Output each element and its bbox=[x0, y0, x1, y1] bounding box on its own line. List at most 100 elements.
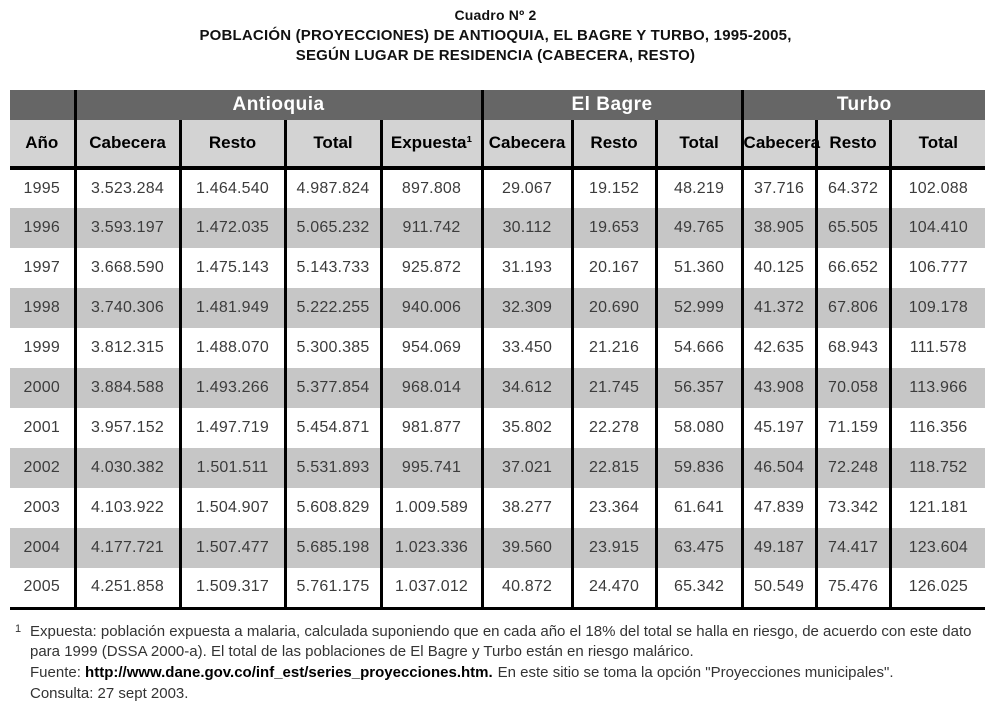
value-cell: 20.690 bbox=[572, 288, 658, 328]
value-cell: 5.300.385 bbox=[285, 328, 383, 368]
value-cell: 116.356 bbox=[909, 419, 968, 436]
value-cell: 113.966 bbox=[890, 368, 986, 408]
table-row: 2002 4.030.382 1.501.511 5.531.893 995.741 37… bbox=[10, 448, 986, 488]
value-cell: 3.668.590 bbox=[75, 248, 182, 288]
column-header: Total bbox=[285, 120, 383, 170]
value-cell: 68.943 bbox=[816, 328, 892, 368]
value-cell: 1.475.143 bbox=[180, 248, 287, 288]
value-cell: 47.839 bbox=[742, 488, 818, 528]
value-cell: 968.014 bbox=[381, 368, 484, 408]
table-row: 2003 4.103.922 1.504.907 5.608.829 1.009.589… bbox=[10, 488, 985, 528]
value-cell: 1.497.719 bbox=[180, 408, 287, 448]
value-cell: 43.908 bbox=[742, 368, 818, 408]
value-cell: 20.167 bbox=[572, 248, 658, 288]
value-cell: 3.593.197 bbox=[75, 208, 182, 248]
value-cell: 41.372 bbox=[742, 288, 818, 328]
value-cell: 66.652 bbox=[816, 248, 892, 288]
column-header: Resto bbox=[180, 120, 287, 170]
value-cell: 1.488.070 bbox=[180, 328, 287, 368]
group-header-el-bagre: El Bagre bbox=[482, 90, 744, 120]
value-cell: 24.470 bbox=[572, 568, 658, 610]
value-cell: 33.450 bbox=[482, 328, 574, 368]
year-cell: 2003 bbox=[10, 488, 77, 528]
value-cell: 71.159 bbox=[816, 408, 892, 448]
value-cell: 38.905 bbox=[742, 208, 818, 248]
value-cell: 4.987.824 bbox=[285, 168, 383, 208]
value-cell: 3.523.284 bbox=[75, 168, 182, 208]
value-cell: 126.025 bbox=[890, 568, 986, 610]
value-cell: 39.560 bbox=[482, 528, 574, 568]
table-row: 2004 4.177.721 1.507.477 5.685.198 1.023.336… bbox=[10, 528, 986, 568]
column-header-year: Año bbox=[10, 120, 77, 170]
value-cell: 911.742 bbox=[381, 208, 484, 248]
year-cell: 1998 bbox=[10, 288, 77, 328]
table-row: 1998 3.740.306 1.481.949 5.222.255 940.006 32… bbox=[10, 288, 986, 328]
value-cell: 5.377.854 bbox=[285, 368, 383, 408]
value-cell: 106.777 bbox=[908, 259, 968, 276]
value-cell: 981.877 bbox=[381, 408, 484, 448]
value-cell: 925.872 bbox=[381, 248, 484, 288]
year-cell: 2000 bbox=[10, 368, 77, 408]
source-label: Fuente: bbox=[30, 663, 86, 681]
value-cell: 104.410 bbox=[890, 208, 986, 248]
footnote-text: Expuesta: población expuesta a malaria, … bbox=[30, 622, 972, 660]
value-cell: 37.716 bbox=[742, 168, 818, 208]
group-header-antioquia: Antioquia bbox=[75, 90, 484, 120]
value-cell: 23.364 bbox=[572, 488, 658, 528]
value-cell: 29.067 bbox=[482, 168, 574, 208]
year-cell: 1997 bbox=[10, 248, 77, 288]
value-cell: 75.476 bbox=[816, 568, 892, 610]
value-cell: 32.309 bbox=[482, 288, 574, 328]
value-cell: 1.509.317 bbox=[180, 568, 287, 610]
value-cell: 1.504.907 bbox=[180, 488, 287, 528]
year-cell: 1995 bbox=[10, 168, 77, 208]
value-cell: 3.957.152 bbox=[75, 408, 182, 448]
value-cell: 21.216 bbox=[572, 328, 658, 368]
value-cell: 30.112 bbox=[482, 208, 574, 248]
value-cell: 37.021 bbox=[482, 448, 574, 488]
value-cell: 123.604 bbox=[890, 528, 986, 568]
value-cell: 5.531.893 bbox=[285, 448, 383, 488]
footnote: 1 Expuesta: población expuesta a malaria… bbox=[10, 622, 983, 662]
value-cell: 1.037.012 bbox=[381, 568, 484, 610]
value-cell: 65.342 bbox=[656, 568, 744, 610]
consulta-line: Consulta: 27 sept 2003. bbox=[30, 684, 189, 702]
table-row: 1995 3.523.284 1.464.540 4.987.824 897.808 29… bbox=[10, 168, 985, 208]
value-cell: 50.549 bbox=[742, 568, 818, 610]
value-cell: 64.372 bbox=[816, 168, 892, 208]
table-row: 1996 3.593.197 1.472.035 5.065.232 911.742 30… bbox=[10, 208, 986, 248]
value-cell: 5.222.255 bbox=[285, 288, 383, 328]
value-cell: 70.058 bbox=[816, 368, 892, 408]
value-cell: 121.181 bbox=[908, 499, 968, 516]
value-cell: 51.360 bbox=[656, 248, 744, 288]
value-cell: 31.193 bbox=[482, 248, 574, 288]
value-cell: 40.125 bbox=[742, 248, 818, 288]
table-title-line1: POBLACIÓN (PROYECCIONES) DE ANTIOQUIA, E… bbox=[199, 27, 792, 44]
table-row: 2005 4.251.858 1.509.317 5.761.175 1.037.012… bbox=[10, 568, 986, 610]
value-cell: 1.023.336 bbox=[381, 528, 484, 568]
value-cell: 73.342 bbox=[816, 488, 892, 528]
value-cell: 995.741 bbox=[381, 448, 484, 488]
footnote-block: 1 Expuesta: población expuesta a malaria… bbox=[10, 622, 983, 704]
source-line: Fuente: http://www.dane.gov.co/inf_est/s… bbox=[10, 663, 983, 683]
column-header: Total bbox=[656, 120, 744, 170]
value-cell: 35.802 bbox=[482, 408, 574, 448]
corner-cell bbox=[10, 90, 77, 120]
value-cell: 49.765 bbox=[656, 208, 744, 248]
value-cell: 22.278 bbox=[572, 408, 658, 448]
value-cell: 4.103.922 bbox=[75, 488, 182, 528]
value-cell: 58.080 bbox=[656, 408, 744, 448]
table-number-title: Cuadro Nº 2 bbox=[454, 7, 537, 23]
year-cell: 1996 bbox=[10, 208, 77, 248]
value-cell: 4.030.382 bbox=[75, 448, 182, 488]
value-cell: 1.501.511 bbox=[180, 448, 287, 488]
value-cell: 72.248 bbox=[816, 448, 892, 488]
year-cell: 2004 bbox=[10, 528, 77, 568]
value-cell: 940.006 bbox=[381, 288, 484, 328]
value-cell: 19.653 bbox=[572, 208, 658, 248]
year-cell: 2005 bbox=[10, 568, 77, 610]
value-cell: 61.641 bbox=[656, 488, 744, 528]
value-cell: 118.752 bbox=[890, 448, 986, 488]
value-cell: 5.065.232 bbox=[285, 208, 383, 248]
column-header: Cabecera bbox=[75, 120, 182, 170]
